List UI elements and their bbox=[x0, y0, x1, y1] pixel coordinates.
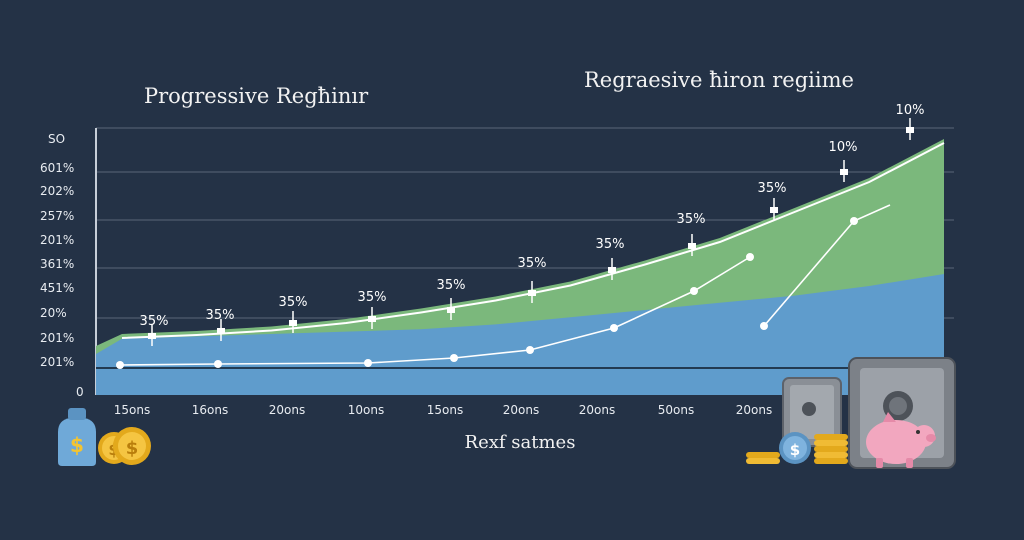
data-point bbox=[450, 354, 458, 362]
data-point bbox=[760, 322, 768, 330]
data-marker bbox=[148, 333, 156, 339]
y-tick-label: 0 bbox=[76, 385, 84, 399]
money-bag-icon: $ bbox=[58, 408, 96, 466]
x-tick-label: 20ons bbox=[579, 403, 615, 417]
x-tick-label: 20ons bbox=[736, 403, 772, 417]
chart-title-left: Progressive Regħinır bbox=[144, 84, 369, 108]
lower-series-line bbox=[119, 256, 751, 366]
chart-title-right: Regraesive ħiron regiime bbox=[584, 68, 854, 92]
data-marker bbox=[840, 169, 848, 175]
y-tick-label: 201% bbox=[40, 331, 74, 345]
x-tick-label: 16ons bbox=[192, 403, 228, 417]
x-tick-label: 15ons bbox=[427, 403, 463, 417]
y-tick-label: 257% bbox=[40, 209, 74, 223]
data-point bbox=[364, 359, 372, 367]
x-axis-label: Rexf satmes bbox=[464, 432, 576, 453]
data-point bbox=[690, 287, 698, 295]
y-tick-label: 361% bbox=[40, 257, 74, 271]
lower-area bbox=[96, 220, 944, 395]
coin-stack-icon bbox=[746, 452, 780, 464]
tick-labels: SO 601% 202% 257% 201% 361% 451% 20% 201% 201% 0 15… bbox=[40, 132, 772, 417]
data-marker bbox=[289, 320, 297, 326]
data-label: 35% bbox=[279, 295, 308, 310]
y-tick-label: 201% bbox=[40, 233, 74, 247]
x-tick-label: 20ons bbox=[503, 403, 539, 417]
data-marker bbox=[770, 207, 778, 213]
data-point bbox=[526, 346, 534, 354]
data-label: 35% bbox=[437, 278, 466, 293]
x-tick-label: 50ons bbox=[658, 403, 694, 417]
safe-icon bbox=[782, 377, 842, 447]
y-tick-label: SO bbox=[48, 132, 65, 146]
data-label: 35% bbox=[140, 314, 169, 329]
data-point bbox=[610, 324, 618, 332]
y-tick-label: 202% bbox=[40, 184, 74, 198]
svg-text:$: $ bbox=[70, 433, 84, 457]
data-label: 35% bbox=[518, 256, 547, 271]
decorations: $ $ $ bbox=[58, 357, 956, 469]
data-label: 35% bbox=[596, 237, 625, 252]
data-point bbox=[116, 361, 124, 369]
data-marker bbox=[217, 328, 225, 334]
data-label: 35% bbox=[758, 181, 787, 196]
coin-icon: $ bbox=[113, 427, 151, 465]
y-tick-label: 601% bbox=[40, 161, 74, 175]
y-tick-label: 451% bbox=[40, 281, 74, 295]
data-marks: 35% 35% 35% 35% 35% 35% 35% 35% 35% 10% 10% bbox=[116, 103, 924, 369]
data-marker bbox=[528, 290, 536, 296]
data-label: 35% bbox=[358, 290, 387, 305]
piggy-bank-icon bbox=[866, 412, 936, 468]
data-marker bbox=[906, 127, 914, 133]
data-point bbox=[850, 217, 858, 225]
svg-text:$: $ bbox=[790, 441, 800, 459]
data-marker bbox=[368, 316, 376, 322]
data-label: 35% bbox=[206, 308, 235, 323]
coin-stack-icon bbox=[814, 434, 848, 464]
x-tick-label: 20ons bbox=[269, 403, 305, 417]
x-tick-label: 10ons bbox=[348, 403, 384, 417]
data-marker bbox=[608, 267, 616, 273]
data-label: 10% bbox=[829, 140, 858, 155]
y-tick-label: 201% bbox=[40, 355, 74, 369]
data-marker bbox=[447, 307, 455, 313]
data-point bbox=[214, 360, 222, 368]
coin-icon: $ bbox=[779, 432, 811, 464]
data-label: 35% bbox=[677, 212, 706, 227]
x-tick-label: 15ons bbox=[114, 403, 150, 417]
y-tick-label: 20% bbox=[40, 306, 67, 320]
data-point bbox=[746, 253, 754, 261]
data-marker bbox=[688, 243, 696, 249]
data-label: 10% bbox=[896, 103, 925, 118]
svg-text:$: $ bbox=[126, 438, 139, 459]
